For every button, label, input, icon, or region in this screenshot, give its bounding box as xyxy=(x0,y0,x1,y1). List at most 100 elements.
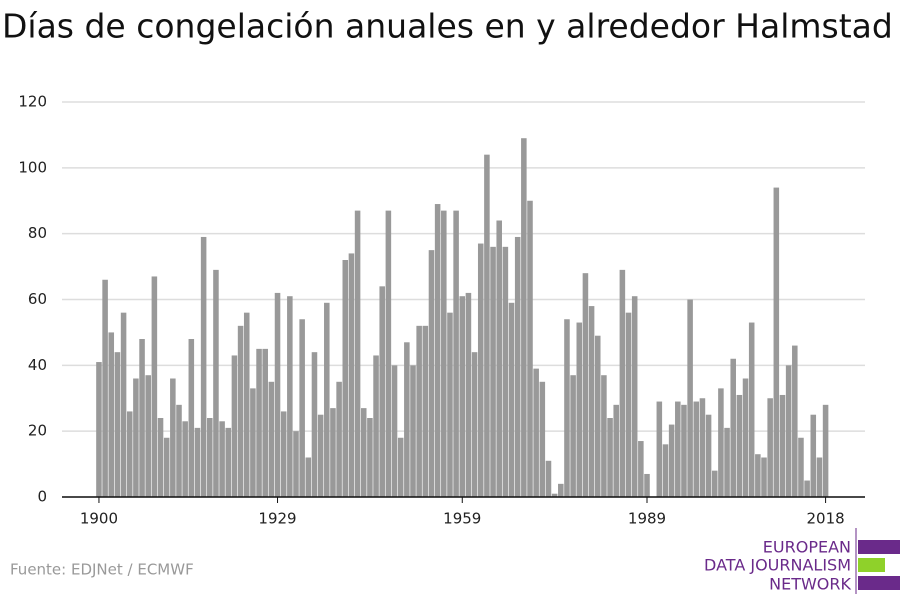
bar xyxy=(447,312,453,497)
chart-title: Días de congelación anuales en y alreded… xyxy=(2,7,893,46)
bar xyxy=(576,322,583,497)
bar xyxy=(496,220,502,497)
bar xyxy=(207,418,213,497)
bar xyxy=(539,381,546,497)
bar xyxy=(182,421,188,497)
bar xyxy=(594,335,601,497)
bar xyxy=(484,154,490,497)
bar xyxy=(170,378,176,497)
bar xyxy=(804,480,810,497)
logo-text: NETWORK xyxy=(769,575,851,594)
y-tick-label: 20 xyxy=(28,422,47,440)
bar xyxy=(711,470,718,497)
bar xyxy=(656,401,663,497)
bar xyxy=(385,210,392,497)
source: Fuente: EDJNet / ECMWF xyxy=(10,561,194,579)
bar xyxy=(582,273,589,497)
bar xyxy=(108,332,115,497)
bar xyxy=(373,355,379,497)
bar xyxy=(163,437,170,497)
bar xyxy=(262,348,268,497)
bar xyxy=(631,296,638,497)
bar xyxy=(662,444,669,497)
bar xyxy=(410,365,416,497)
x-tick-label: 1959 xyxy=(443,510,481,528)
bar xyxy=(139,339,145,497)
bar xyxy=(360,408,367,497)
bar xyxy=(718,388,724,497)
bar xyxy=(742,378,749,497)
bar xyxy=(305,457,312,497)
bar xyxy=(317,414,324,497)
bar xyxy=(508,302,515,497)
bar xyxy=(730,358,736,497)
logo-bar xyxy=(858,540,900,554)
bar xyxy=(785,365,792,497)
logo-bar xyxy=(858,576,900,590)
bar xyxy=(391,365,398,497)
x-tick-label: 1900 xyxy=(80,510,118,528)
bar xyxy=(256,348,262,497)
bar xyxy=(422,325,429,497)
bar xyxy=(299,319,305,497)
bar xyxy=(324,302,330,497)
bar xyxy=(724,427,730,497)
logo-text: DATA JOURNALISM xyxy=(704,556,851,575)
bar xyxy=(157,418,164,497)
bar xyxy=(601,375,607,497)
y-tick-label: 40 xyxy=(28,356,47,374)
y-tick-label: 0 xyxy=(37,488,47,506)
bar xyxy=(810,414,817,497)
bar xyxy=(145,375,151,497)
bar xyxy=(767,398,773,497)
bar xyxy=(200,236,207,498)
x-tick-label: 2018 xyxy=(806,510,844,528)
bar xyxy=(274,292,281,497)
bar xyxy=(638,441,644,497)
bar xyxy=(551,493,558,497)
bar xyxy=(558,483,564,497)
bar xyxy=(459,296,466,497)
bar xyxy=(533,368,539,497)
bar xyxy=(588,306,595,497)
bar xyxy=(194,427,201,497)
bar xyxy=(564,319,570,497)
bar xyxy=(699,398,706,497)
bar xyxy=(397,437,404,497)
bar xyxy=(280,411,287,497)
bar xyxy=(213,269,219,497)
bar xyxy=(490,246,496,497)
bar xyxy=(477,243,484,497)
bar xyxy=(607,418,613,497)
bar xyxy=(471,352,478,497)
bar xyxy=(114,352,121,497)
bar xyxy=(816,457,823,497)
logo-text: EUROPEAN xyxy=(763,538,851,557)
bar xyxy=(668,424,675,497)
bar xyxy=(348,253,355,497)
bar xyxy=(705,414,712,497)
logo-bar xyxy=(858,558,885,572)
y-tick-label: 100 xyxy=(18,158,47,176)
bar xyxy=(416,325,422,497)
bar xyxy=(96,362,102,497)
y-tick-label: 120 xyxy=(18,93,47,111)
bar xyxy=(293,431,299,497)
bar xyxy=(151,276,158,497)
bar xyxy=(514,236,521,498)
bar xyxy=(773,187,780,498)
bar xyxy=(342,260,349,497)
bar xyxy=(428,250,435,497)
bar xyxy=(798,437,804,497)
bar xyxy=(219,421,225,497)
bar xyxy=(225,427,232,497)
bar xyxy=(761,457,767,497)
bar xyxy=(625,312,632,497)
bar xyxy=(133,378,139,497)
bar xyxy=(644,473,650,497)
bar xyxy=(231,355,238,497)
bar xyxy=(176,404,182,497)
bar xyxy=(102,279,108,497)
x-tick-label: 1989 xyxy=(628,510,666,528)
